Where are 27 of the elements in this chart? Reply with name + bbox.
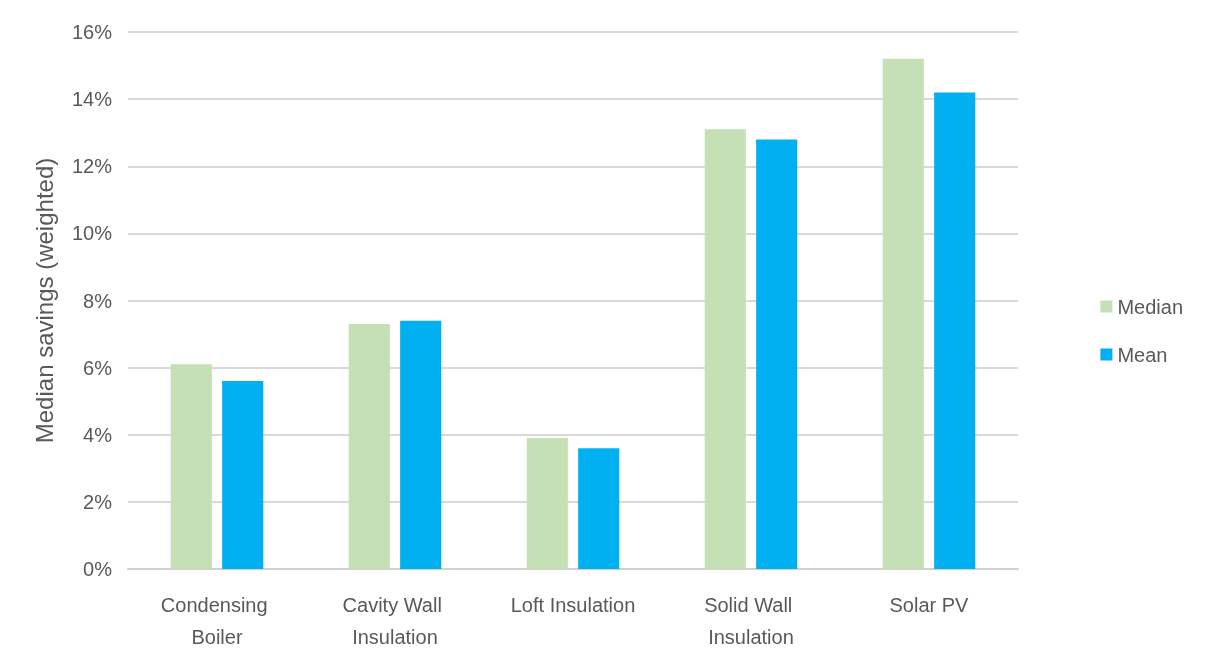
bar [882, 58, 924, 569]
legend-label: Median [1117, 295, 1184, 318]
bar [526, 438, 568, 569]
bar [704, 129, 746, 569]
y-tick-label: 14% [71, 88, 113, 111]
x-tick-label: Cavity Wall Insulation [342, 594, 448, 648]
y-tick-label: 12% [71, 155, 113, 178]
bar [756, 139, 798, 569]
bar [400, 320, 442, 569]
y-axis-title: Median savings (weighted) [30, 157, 58, 444]
y-tick-label: 8% [83, 289, 113, 312]
bar [934, 92, 976, 569]
x-tick-label: Solid Wall Insulation [704, 594, 798, 648]
y-tick-label: 10% [71, 222, 113, 245]
bar [170, 364, 212, 569]
bar [222, 381, 264, 569]
bar [578, 448, 620, 569]
legend-label: Mean [1117, 343, 1168, 366]
x-tick-label: Condensing Boiler [160, 594, 274, 648]
y-tick-label: 2% [83, 490, 113, 513]
y-tick-label: 6% [83, 356, 113, 379]
x-tick-label: Loft Insulation [510, 594, 636, 616]
y-tick-label: 16% [71, 21, 113, 43]
y-tick-label: 0% [83, 558, 113, 580]
x-tick-label: Solar PV [889, 594, 970, 616]
y-tick-label: 4% [83, 423, 113, 446]
bar [348, 323, 390, 569]
